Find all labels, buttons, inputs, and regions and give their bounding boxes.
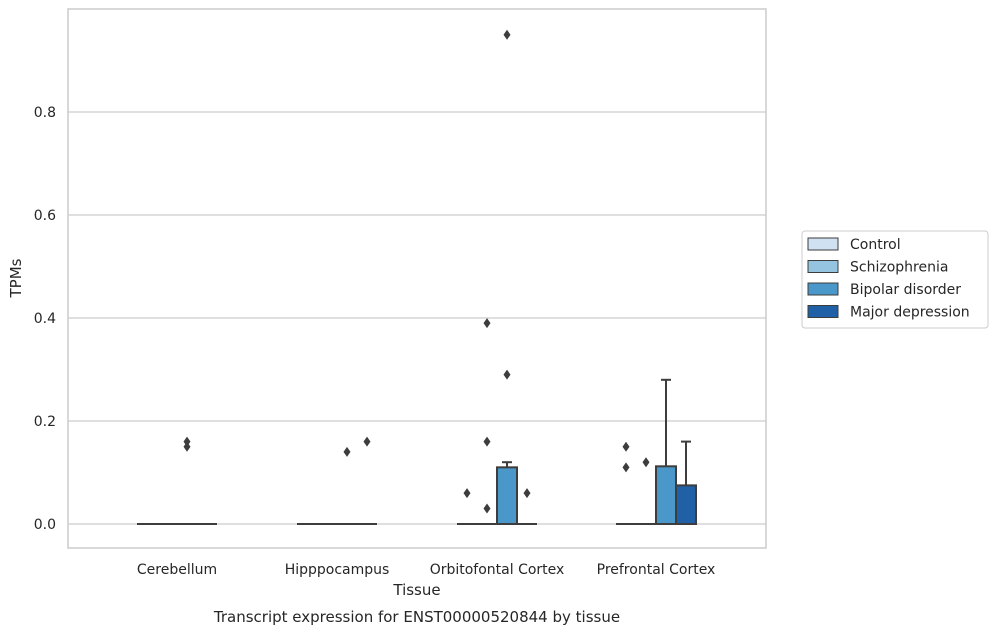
box (655, 378, 677, 526)
legend-label: Control (850, 237, 901, 253)
box (337, 446, 357, 525)
outlier-point (622, 462, 630, 473)
chart-caption: Transcript expression for ENST0000052084… (213, 608, 620, 626)
plot-frame (67, 8, 767, 549)
outlier-point (642, 457, 650, 468)
box (496, 29, 518, 526)
y-tick-label: 0.4 (34, 311, 56, 327)
y-tick-labels: 0.0 0.2 0.4 0.6 0.8 (34, 105, 56, 533)
x-tick-label: Cerebellum (137, 562, 217, 578)
box (457, 488, 477, 525)
gridlines (68, 111, 766, 525)
box (636, 457, 656, 525)
outlier-point (622, 441, 630, 452)
box (675, 440, 697, 525)
outlier-point (483, 318, 491, 329)
legend-swatch (807, 282, 839, 296)
x-tick-labels: Cerebellum Hipppocampus Orbitofontal Corte… (137, 562, 715, 578)
outlier-point (483, 503, 491, 514)
outlier-point (183, 441, 191, 452)
box-series-layer (137, 29, 697, 526)
box-body (655, 465, 677, 526)
legend: Control Schizophrenia Bipolar disorder Majo… (801, 230, 989, 329)
box-body (496, 466, 518, 526)
box (477, 318, 497, 525)
box (517, 488, 537, 525)
outlier-point (523, 488, 531, 499)
x-tick-label: Orbitofontal Cortex (430, 562, 565, 578)
x-axis-label: Tissue (392, 581, 440, 599)
box-body (675, 484, 697, 525)
outlier-point (503, 29, 511, 40)
legend-swatch (807, 260, 839, 273)
outlier-point (363, 436, 371, 447)
box (177, 436, 197, 525)
outlier-point (463, 488, 471, 499)
outlier-point (483, 436, 491, 447)
legend-label: Major depression (850, 305, 970, 321)
outlier-point (343, 446, 351, 457)
y-tick-label: 0.0 (34, 517, 56, 533)
y-tick-label: 0.2 (34, 414, 56, 430)
legend-frame (801, 230, 989, 329)
x-tick-label: Prefrontal Cortex (597, 562, 716, 578)
legend-label: Bipolar disorder (850, 282, 961, 298)
y-tick-label: 0.6 (34, 208, 56, 224)
y-axis-label: TPMs (7, 258, 25, 298)
outlier-point (503, 369, 511, 380)
legend-label: Schizophrenia (850, 260, 948, 276)
box (616, 441, 636, 525)
x-tick-label: Hipppocampus (285, 562, 390, 578)
legend-swatch (807, 305, 839, 318)
y-tick-label: 0.8 (34, 105, 56, 121)
outlier-point (183, 436, 191, 447)
box (357, 436, 377, 525)
legend-swatch (807, 237, 839, 251)
